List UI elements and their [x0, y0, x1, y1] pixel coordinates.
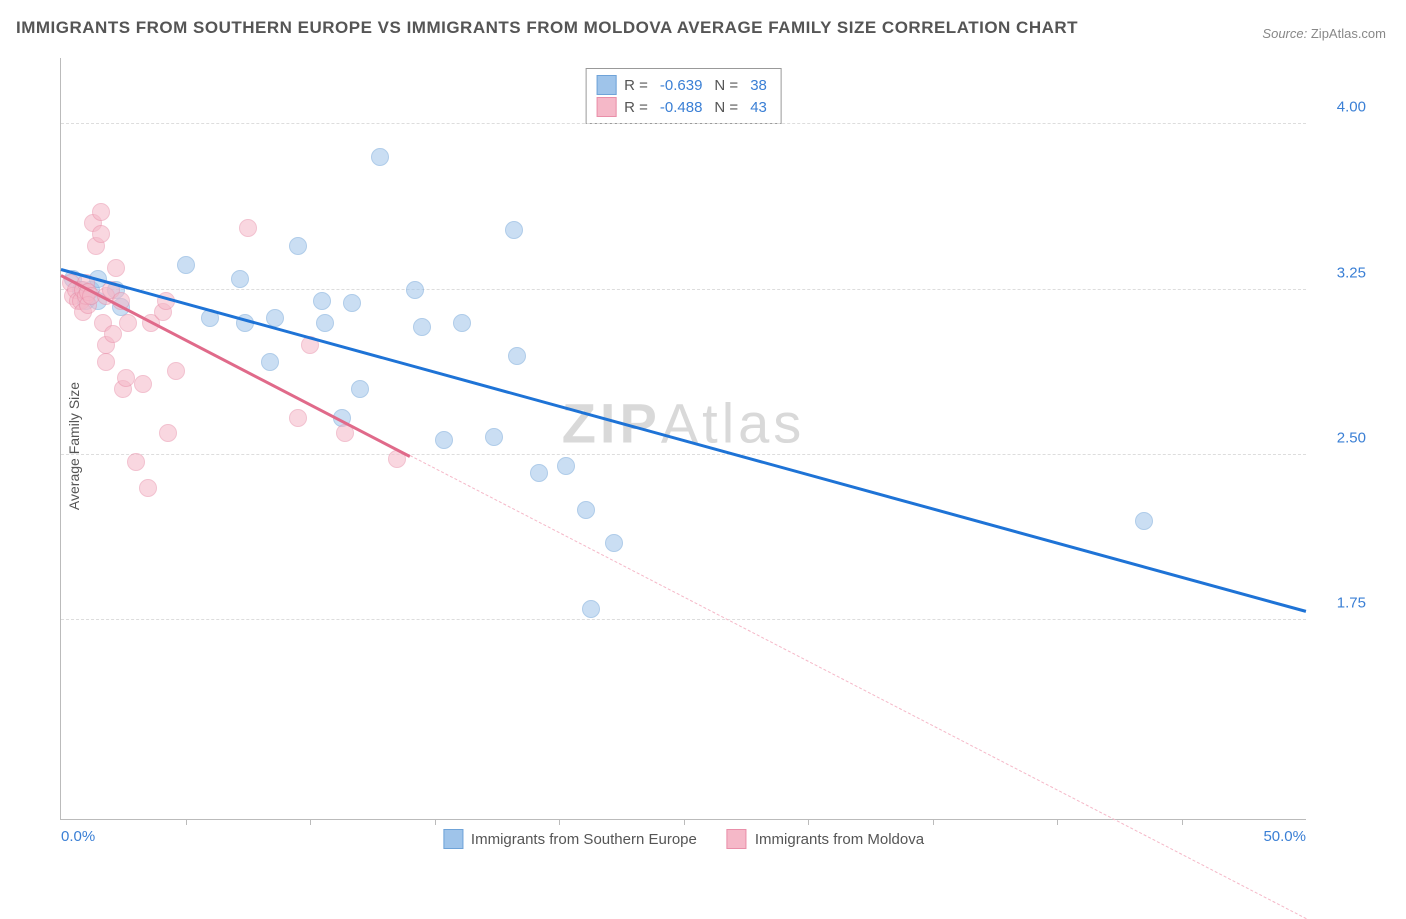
scatter-point: [577, 501, 595, 519]
scatter-point: [371, 148, 389, 166]
scatter-point: [351, 380, 369, 398]
legend-swatch-blue: [596, 75, 616, 95]
plot-area: ZIPAtlas R = -0.639 N = 38 R = -0.488 N …: [60, 58, 1306, 820]
grid-line: [61, 289, 1306, 290]
n-value-2: 43: [750, 99, 767, 116]
legend-swatch-pink: [727, 829, 747, 849]
chart-container: ZIPAtlas R = -0.639 N = 38 R = -0.488 N …: [50, 48, 1386, 860]
scatter-point: [139, 479, 157, 497]
scatter-point: [92, 203, 110, 221]
legend-series: Immigrants from Southern Europe Immigran…: [443, 829, 924, 849]
legend-swatch-pink: [596, 97, 616, 117]
scatter-point: [530, 464, 548, 482]
r-value-2: -0.488: [660, 99, 703, 116]
n-value-1: 38: [750, 77, 767, 94]
scatter-point: [316, 314, 334, 332]
scatter-point: [119, 314, 137, 332]
n-label: N =: [714, 77, 738, 94]
regression-line: [409, 455, 1306, 919]
scatter-point: [231, 270, 249, 288]
watermark-atlas: Atlas: [661, 392, 806, 455]
scatter-point: [605, 534, 623, 552]
scatter-point: [435, 431, 453, 449]
scatter-point: [134, 375, 152, 393]
x-tick-mark: [310, 819, 311, 825]
x-tick-mark: [435, 819, 436, 825]
legend-item-1: Immigrants from Southern Europe: [443, 829, 697, 849]
x-tick-mark: [186, 819, 187, 825]
scatter-point: [117, 369, 135, 387]
scatter-point: [406, 281, 424, 299]
scatter-point: [582, 600, 600, 618]
x-tick-mark: [933, 819, 934, 825]
y-tick-label: 3.25: [1316, 264, 1366, 281]
scatter-point: [289, 237, 307, 255]
grid-line: [61, 123, 1306, 124]
legend-label-1: Immigrants from Southern Europe: [471, 831, 697, 848]
x-axis-min-label: 0.0%: [61, 828, 95, 845]
legend-statistics: R = -0.639 N = 38 R = -0.488 N = 43: [585, 68, 782, 124]
y-tick-label: 4.00: [1316, 99, 1366, 116]
source-label: Source:: [1262, 26, 1307, 41]
watermark: ZIPAtlas: [562, 391, 806, 456]
scatter-point: [159, 424, 177, 442]
scatter-point: [239, 219, 257, 237]
legend-stat-row-1: R = -0.639 N = 38: [596, 75, 771, 95]
r-label: R =: [624, 77, 648, 94]
legend-stat-row-2: R = -0.488 N = 43: [596, 97, 771, 117]
scatter-point: [167, 362, 185, 380]
scatter-point: [289, 409, 307, 427]
grid-line: [61, 619, 1306, 620]
scatter-point: [505, 221, 523, 239]
scatter-point: [127, 453, 145, 471]
scatter-point: [557, 457, 575, 475]
n-label: N =: [714, 99, 738, 116]
source-attribution: Source: ZipAtlas.com: [1262, 26, 1386, 41]
regression-line: [61, 268, 1307, 613]
x-tick-mark: [808, 819, 809, 825]
watermark-zip: ZIP: [562, 392, 661, 455]
scatter-point: [485, 428, 503, 446]
r-value-1: -0.639: [660, 77, 703, 94]
chart-title: IMMIGRANTS FROM SOUTHERN EUROPE VS IMMIG…: [16, 18, 1078, 38]
scatter-point: [313, 292, 331, 310]
scatter-point: [177, 256, 195, 274]
x-axis-max-label: 50.0%: [1263, 828, 1306, 845]
scatter-point: [343, 294, 361, 312]
grid-line: [61, 454, 1306, 455]
y-tick-label: 1.75: [1316, 595, 1366, 612]
scatter-point: [92, 225, 110, 243]
r-label: R =: [624, 99, 648, 116]
legend-item-2: Immigrants from Moldova: [727, 829, 924, 849]
y-tick-label: 2.50: [1316, 430, 1366, 447]
scatter-point: [453, 314, 471, 332]
x-tick-mark: [1057, 819, 1058, 825]
x-tick-mark: [1182, 819, 1183, 825]
scatter-point: [1135, 512, 1153, 530]
legend-swatch-blue: [443, 829, 463, 849]
scatter-point: [97, 353, 115, 371]
legend-label-2: Immigrants from Moldova: [755, 831, 924, 848]
scatter-point: [508, 347, 526, 365]
scatter-point: [413, 318, 431, 336]
scatter-point: [107, 259, 125, 277]
scatter-point: [261, 353, 279, 371]
x-tick-mark: [684, 819, 685, 825]
source-value: ZipAtlas.com: [1311, 26, 1386, 41]
x-tick-mark: [559, 819, 560, 825]
